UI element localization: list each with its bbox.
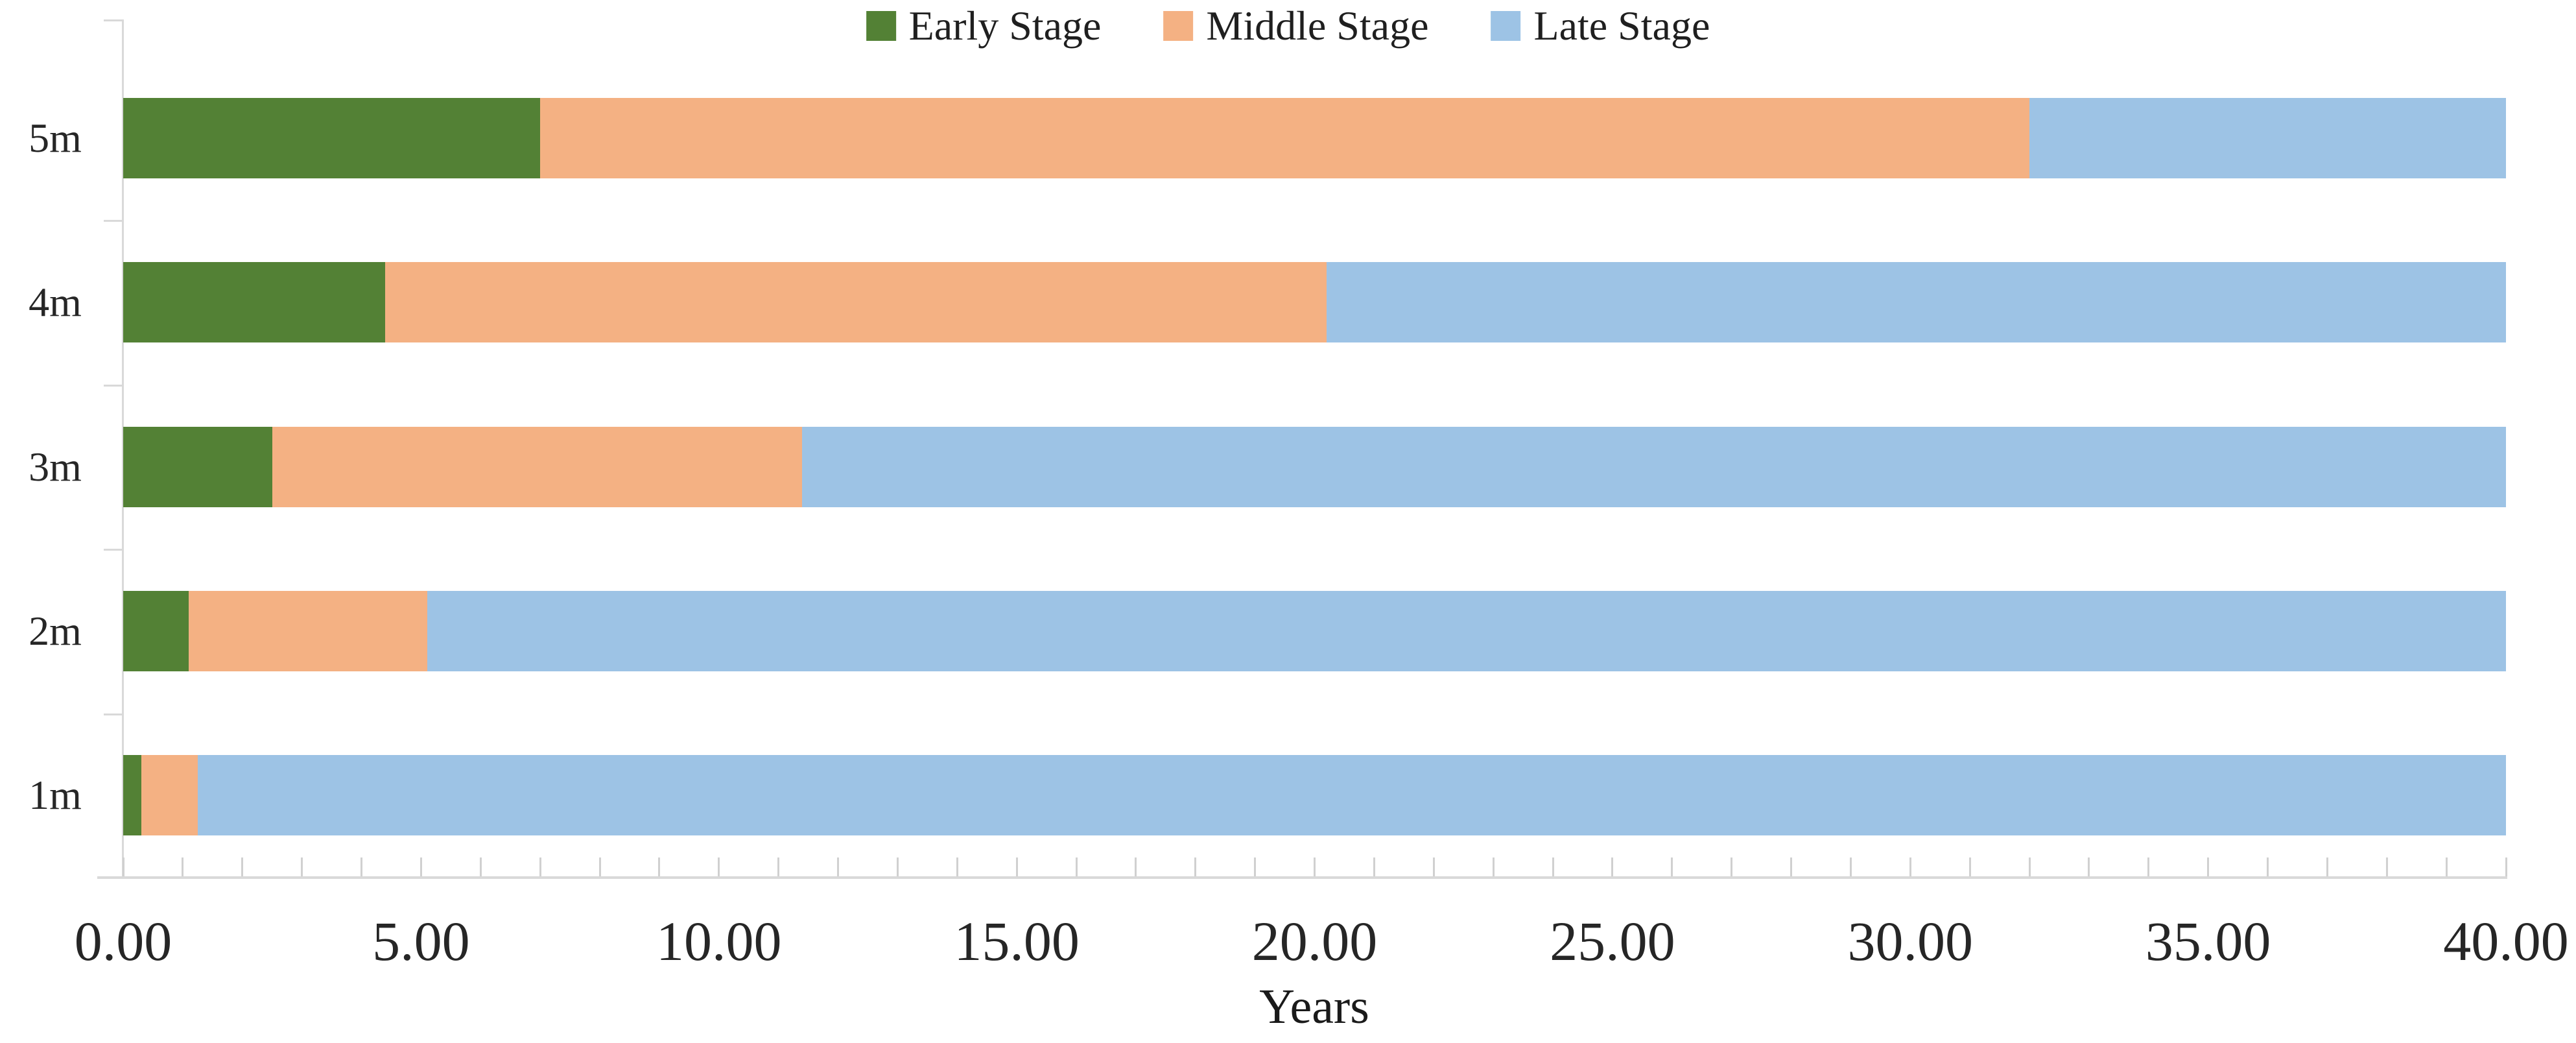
x-axis-tick bbox=[718, 857, 720, 876]
legend-label: Late Stage bbox=[1533, 3, 1710, 49]
x-axis-tick bbox=[2088, 857, 2090, 876]
bar-row-3m bbox=[123, 426, 2506, 507]
x-axis-tick bbox=[2326, 857, 2328, 876]
x-axis-tick-label: 10.00 bbox=[656, 910, 782, 972]
bar-segment-1m-middle-stage bbox=[141, 755, 198, 836]
x-axis-tick bbox=[1075, 857, 1078, 876]
category-label-5m: 5m bbox=[29, 114, 82, 161]
x-axis-tick bbox=[1611, 857, 1614, 876]
x-axis-tick bbox=[539, 857, 541, 876]
bar-segment-1m-late-stage bbox=[197, 755, 2506, 836]
legend-item-early-stage: Early Stage bbox=[866, 3, 1102, 49]
legend-swatch-middle-stage bbox=[1163, 11, 1194, 41]
x-axis-tick bbox=[360, 857, 362, 876]
x-axis-tick bbox=[896, 857, 899, 876]
x-axis-tick bbox=[1015, 857, 1018, 876]
x-axis-tick bbox=[1254, 857, 1257, 876]
y-axis-tick bbox=[104, 19, 123, 21]
bar-segment-5m-early-stage bbox=[123, 97, 541, 178]
legend-item-late-stage: Late Stage bbox=[1491, 5, 1710, 47]
y-axis-tick bbox=[104, 549, 123, 551]
x-axis-tick-label: 5.00 bbox=[372, 910, 470, 972]
x-axis-tick bbox=[2505, 857, 2507, 876]
x-axis-tick-label: 25.00 bbox=[1550, 910, 1675, 972]
category-label-2m: 2m bbox=[29, 607, 82, 654]
x-axis-tick bbox=[419, 857, 422, 876]
x-axis-tick bbox=[2207, 857, 2210, 876]
x-axis-tick bbox=[658, 857, 661, 876]
legend-label: Middle Stage bbox=[1206, 3, 1429, 49]
x-axis-tick bbox=[1432, 857, 1435, 876]
bar-segment-2m-late-stage bbox=[427, 590, 2506, 671]
category-label-3m: 3m bbox=[29, 443, 82, 490]
bar-segment-3m-early-stage bbox=[123, 426, 272, 507]
bar-segment-5m-late-stage bbox=[2029, 97, 2506, 178]
bar-segment-2m-early-stage bbox=[123, 590, 189, 671]
bar-segment-4m-early-stage bbox=[123, 262, 386, 343]
bar-segment-1m-early-stage bbox=[123, 755, 141, 836]
x-axis-tick bbox=[2028, 857, 2031, 876]
x-axis-tick bbox=[1790, 857, 1792, 876]
x-axis-tick-label: 0.00 bbox=[74, 910, 172, 972]
bar-row-5m bbox=[123, 97, 2506, 178]
x-axis-tick bbox=[598, 857, 601, 876]
legend-label: Early Stage bbox=[908, 3, 1102, 49]
legend-swatch-early-stage bbox=[866, 11, 896, 41]
bar-segment-5m-middle-stage bbox=[540, 97, 2029, 178]
x-axis-tick bbox=[241, 857, 244, 876]
y-axis-tick bbox=[104, 220, 123, 222]
x-axis-tick bbox=[1314, 857, 1316, 876]
x-axis-line bbox=[97, 876, 2507, 879]
bar-segment-3m-middle-stage bbox=[272, 426, 803, 507]
x-axis-tick-label: 30.00 bbox=[1847, 910, 1974, 972]
x-axis-tick bbox=[1492, 857, 1495, 876]
x-axis-tick bbox=[1373, 857, 1375, 876]
category-label-1m: 1m bbox=[29, 772, 82, 819]
chart-legend: Early Stage Middle Stage Late Stage bbox=[866, 5, 1710, 47]
x-axis-tick bbox=[1968, 857, 1971, 876]
bar-segment-4m-late-stage bbox=[1326, 262, 2506, 343]
y-axis-tick bbox=[104, 385, 123, 387]
x-axis-tick bbox=[1135, 857, 1137, 876]
bar-row-4m bbox=[123, 262, 2506, 343]
x-axis-tick bbox=[1671, 857, 1673, 876]
x-axis-tick bbox=[2385, 857, 2388, 876]
legend-item-middle-stage: Middle Stage bbox=[1163, 5, 1428, 47]
x-axis-tick-label: 40.00 bbox=[2443, 910, 2569, 972]
x-axis-tick bbox=[182, 857, 184, 876]
x-axis-tick-label: 15.00 bbox=[954, 910, 1080, 972]
category-label-4m: 4m bbox=[29, 279, 82, 326]
bar-segment-2m-middle-stage bbox=[189, 590, 427, 671]
x-axis-tick bbox=[1552, 857, 1554, 876]
bar-segment-3m-late-stage bbox=[802, 426, 2506, 507]
x-axis-tick bbox=[479, 857, 482, 876]
x-axis-tick bbox=[1909, 857, 1911, 876]
y-axis-line bbox=[122, 19, 124, 878]
x-axis-tick bbox=[1194, 857, 1197, 876]
y-axis-tick bbox=[104, 713, 123, 715]
x-axis-tick bbox=[2445, 857, 2448, 876]
x-axis-tick-label: 35.00 bbox=[2145, 910, 2271, 972]
x-axis-tick bbox=[1731, 857, 1733, 876]
x-axis-tick bbox=[777, 857, 780, 876]
legend-swatch-late-stage bbox=[1491, 11, 1521, 41]
x-axis-tick bbox=[301, 857, 303, 876]
bar-row-2m bbox=[123, 590, 2506, 671]
x-axis-title: Years bbox=[1259, 979, 1369, 1034]
bar-segment-4m-middle-stage bbox=[385, 262, 1327, 343]
x-axis-tick bbox=[837, 857, 839, 876]
x-axis-tick-label: 20.00 bbox=[1251, 910, 1378, 972]
x-axis-tick bbox=[1849, 857, 1852, 876]
x-axis-tick bbox=[122, 857, 124, 876]
x-axis-tick bbox=[2267, 857, 2269, 876]
x-axis-tick bbox=[2147, 857, 2150, 876]
bar-row-1m bbox=[123, 755, 2506, 836]
x-axis-tick bbox=[956, 857, 958, 876]
